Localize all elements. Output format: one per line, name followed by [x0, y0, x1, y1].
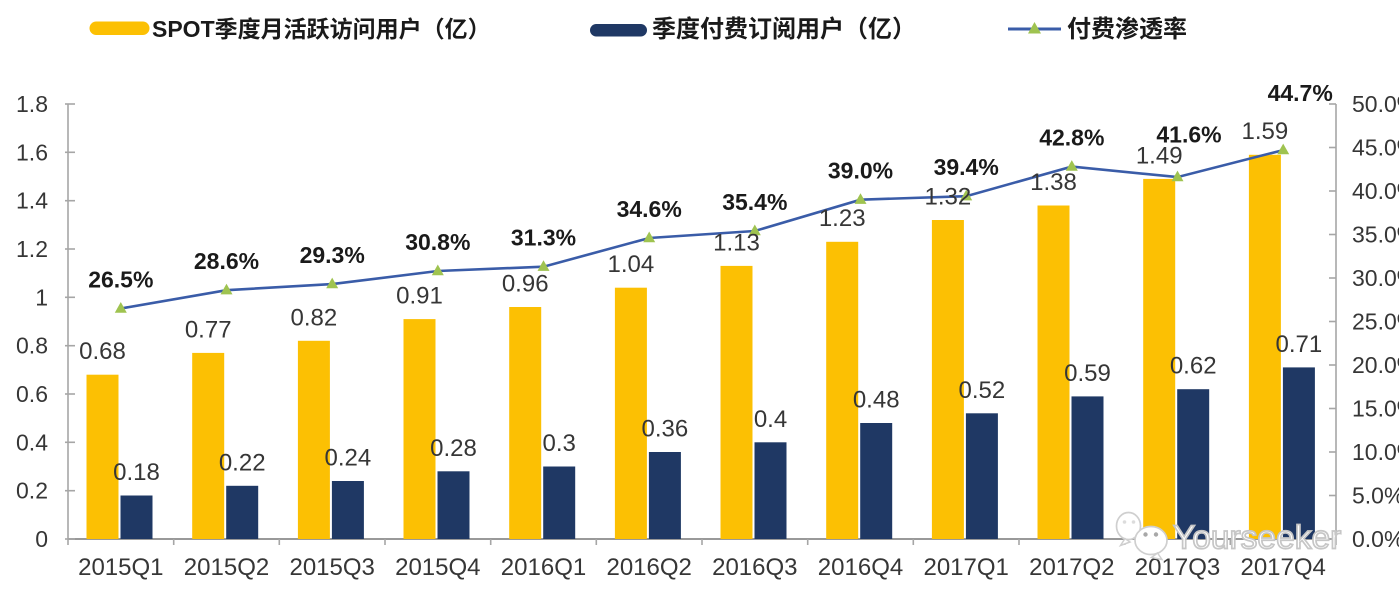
svg-text:35.4%: 35.4%	[722, 183, 787, 217]
svg-text:26.5%: 26.5%	[88, 261, 153, 295]
svg-text:2015Q2: 2015Q2	[184, 547, 269, 582]
svg-text:0.22: 0.22	[219, 442, 266, 477]
svg-text:0.8: 0.8	[16, 327, 48, 361]
svg-text:2016Q1: 2016Q1	[501, 547, 586, 582]
svg-text:0.36: 0.36	[642, 409, 689, 444]
svg-text:20.0%: 20.0%	[1352, 346, 1399, 380]
svg-text:30.0%: 30.0%	[1352, 259, 1399, 293]
svg-text:季度付费订阅用户（亿）: 季度付费订阅用户（亿）	[652, 9, 916, 44]
svg-text:30.8%: 30.8%	[405, 223, 470, 257]
svg-text:0.52: 0.52	[959, 370, 1006, 405]
svg-text:0.91: 0.91	[396, 276, 443, 311]
svg-text:1.4: 1.4	[16, 182, 48, 216]
svg-text:1: 1	[35, 278, 48, 312]
svg-text:34.6%: 34.6%	[617, 190, 682, 224]
svg-text:35.0%: 35.0%	[1352, 216, 1399, 250]
svg-text:0.2: 0.2	[16, 472, 48, 506]
svg-text:0.62: 0.62	[1170, 346, 1217, 381]
svg-text:1.13: 1.13	[713, 222, 760, 257]
svg-text:1.04: 1.04	[608, 244, 655, 279]
svg-text:Yourseeker: Yourseeker	[1173, 510, 1341, 559]
svg-text:2017Q4: 2017Q4	[1240, 547, 1325, 582]
svg-text:1.6: 1.6	[16, 133, 48, 167]
svg-text:0.82: 0.82	[291, 297, 338, 332]
svg-text:25.0%: 25.0%	[1352, 303, 1399, 337]
svg-text:0.71: 0.71	[1276, 324, 1323, 359]
svg-text:付费渗透率: 付费渗透率	[1067, 9, 1187, 44]
svg-text:2016Q3: 2016Q3	[712, 547, 797, 582]
svg-text:0.96: 0.96	[502, 264, 549, 299]
svg-text:1.23: 1.23	[819, 198, 866, 233]
svg-text:0: 0	[35, 520, 48, 554]
svg-text:0.6: 0.6	[16, 375, 48, 409]
svg-text:0.4: 0.4	[16, 423, 48, 457]
svg-text:5.0%: 5.0%	[1352, 477, 1399, 511]
svg-text:0.68: 0.68	[79, 331, 126, 366]
svg-text:45.0%: 45.0%	[1352, 129, 1399, 163]
svg-text:50.0%: 50.0%	[1352, 85, 1399, 119]
svg-text:41.6%: 41.6%	[1156, 115, 1221, 149]
svg-text:42.8%: 42.8%	[1039, 119, 1104, 153]
svg-text:2017Q2: 2017Q2	[1029, 547, 1114, 582]
svg-text:28.6%: 28.6%	[194, 242, 259, 276]
svg-text:1.2: 1.2	[16, 230, 48, 264]
svg-text:15.0%: 15.0%	[1352, 390, 1399, 424]
svg-text:SPOT季度月活跃访问用户（亿）: SPOT季度月活跃访问用户（亿）	[152, 10, 491, 44]
svg-text:1.38: 1.38	[1030, 162, 1077, 197]
svg-text:44.7%: 44.7%	[1268, 74, 1333, 108]
svg-text:39.0%: 39.0%	[828, 152, 893, 186]
svg-text:1.32: 1.32	[925, 177, 972, 212]
svg-text:1.59: 1.59	[1242, 111, 1289, 146]
svg-text:0.4: 0.4	[754, 399, 787, 434]
svg-text:1.8: 1.8	[16, 85, 48, 119]
svg-text:10.0%: 10.0%	[1352, 433, 1399, 467]
svg-text:39.4%: 39.4%	[934, 148, 999, 182]
svg-text:2015Q4: 2015Q4	[395, 547, 480, 582]
svg-text:2016Q4: 2016Q4	[818, 547, 903, 582]
svg-text:0.18: 0.18	[113, 452, 160, 487]
svg-text:0.59: 0.59	[1064, 353, 1111, 388]
svg-text:1.49: 1.49	[1136, 135, 1183, 170]
svg-text:2015Q3: 2015Q3	[289, 547, 374, 582]
svg-text:0.3: 0.3	[543, 423, 576, 458]
svg-text:0.24: 0.24	[325, 438, 372, 473]
svg-text:0.48: 0.48	[853, 380, 900, 415]
svg-text:0.77: 0.77	[185, 309, 232, 344]
svg-text:2015Q1: 2015Q1	[78, 547, 163, 582]
svg-text:2016Q2: 2016Q2	[606, 547, 691, 582]
svg-text:31.3%: 31.3%	[511, 219, 576, 253]
svg-text:0.0%: 0.0%	[1352, 520, 1399, 554]
svg-text:29.3%: 29.3%	[300, 236, 365, 270]
svg-text:40.0%: 40.0%	[1352, 172, 1399, 206]
svg-text:0.28: 0.28	[430, 428, 477, 463]
svg-text:2017Q1: 2017Q1	[923, 547, 1008, 582]
